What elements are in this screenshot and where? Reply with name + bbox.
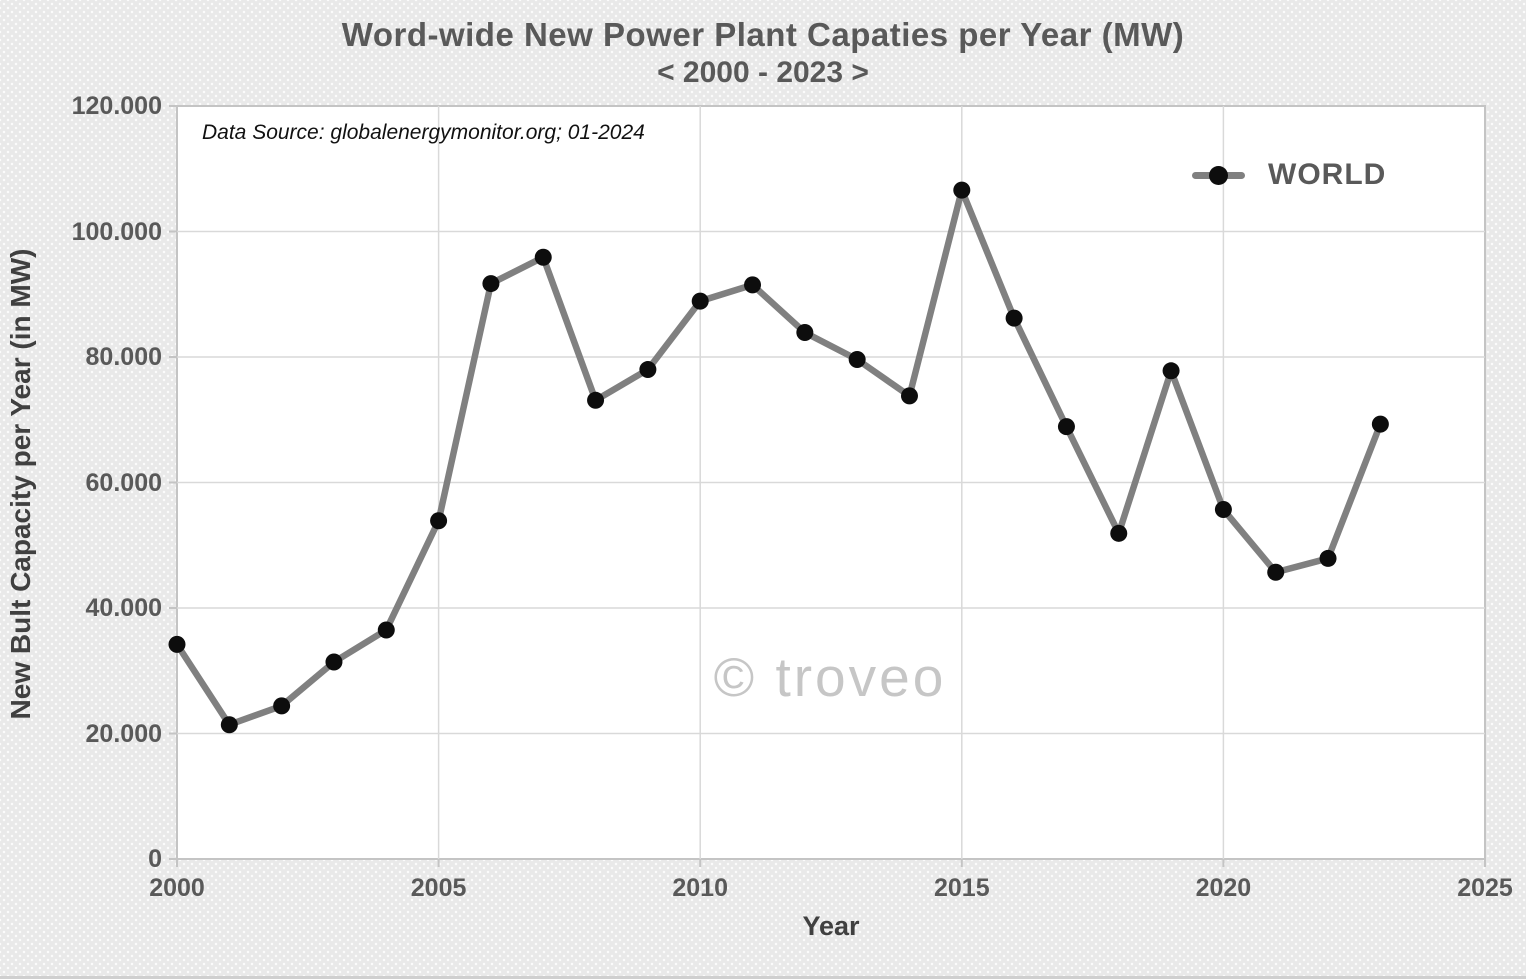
- x-tick-label: 2000: [149, 874, 205, 902]
- data-point-world-2005: [430, 512, 448, 530]
- data-point-world-2007: [534, 248, 552, 266]
- data-point-world-2020: [1214, 500, 1232, 518]
- x-tick-label: 2020: [1195, 874, 1252, 902]
- data-point-world-2008: [587, 391, 605, 409]
- data-point-world-2003: [325, 653, 343, 671]
- legend-label-world: WORLD: [1268, 158, 1387, 191]
- data-point-world-2022: [1319, 549, 1337, 567]
- x-tick-label: 2005: [410, 874, 467, 902]
- x-tick-label: 2010: [672, 874, 728, 902]
- data-point-world-2004: [377, 621, 395, 639]
- data-point-world-2011: [744, 276, 762, 294]
- y-tick-label: 80.000: [85, 343, 162, 371]
- y-tick-label: 0: [148, 845, 162, 873]
- y-tick-label: 20.000: [85, 719, 162, 748]
- data-point-world-2021: [1267, 563, 1285, 581]
- legend: WORLD: [1192, 156, 1386, 194]
- y-tick-label: 100.000: [71, 217, 162, 246]
- data-point-world-2023: [1371, 415, 1389, 433]
- data-point-world-2002: [273, 697, 291, 715]
- data-point-world-2010: [691, 292, 709, 310]
- data-point-world-2013: [848, 351, 866, 369]
- figure-bottom-edge: [0, 976, 1526, 979]
- y-tick-label: 40.000: [85, 594, 162, 622]
- x-tick-label: 2015: [933, 874, 990, 902]
- data-point-world-2017: [1057, 418, 1075, 436]
- legend-line-marker-icon: [1192, 165, 1245, 185]
- x-tick-label: 2025: [1457, 874, 1513, 902]
- y-tick-label: 120.000: [71, 92, 162, 120]
- data-point-world-2009: [639, 361, 657, 379]
- data-point-world-2016: [1005, 309, 1023, 327]
- data-point-world-2006: [482, 275, 500, 293]
- y-tick-label: 60.000: [85, 468, 162, 497]
- x-axis-title: Year: [802, 911, 860, 941]
- data-point-world-2000: [168, 635, 186, 653]
- data-point-world-2018: [1110, 524, 1128, 542]
- data-source-note: Data Source: globalenergymonitor.org; 01…: [202, 121, 645, 144]
- legend-dot-icon: [1209, 165, 1228, 185]
- chart-subtitle: < 2000 - 2023 >: [657, 56, 869, 89]
- data-point-world-2019: [1162, 362, 1180, 380]
- series-line-world: [173, 186, 1384, 728]
- data-point-world-2001: [220, 716, 238, 734]
- data-point-world-2015: [953, 181, 971, 199]
- watermark: © troveo: [713, 646, 947, 708]
- data-point-world-2012: [796, 324, 814, 342]
- chart-title: Word-wide New Power Plant Capaties per Y…: [341, 16, 1185, 53]
- data-point-world-2014: [900, 387, 918, 405]
